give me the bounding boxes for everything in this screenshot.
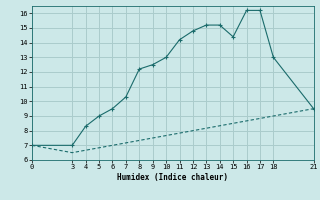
X-axis label: Humidex (Indice chaleur): Humidex (Indice chaleur) <box>117 173 228 182</box>
